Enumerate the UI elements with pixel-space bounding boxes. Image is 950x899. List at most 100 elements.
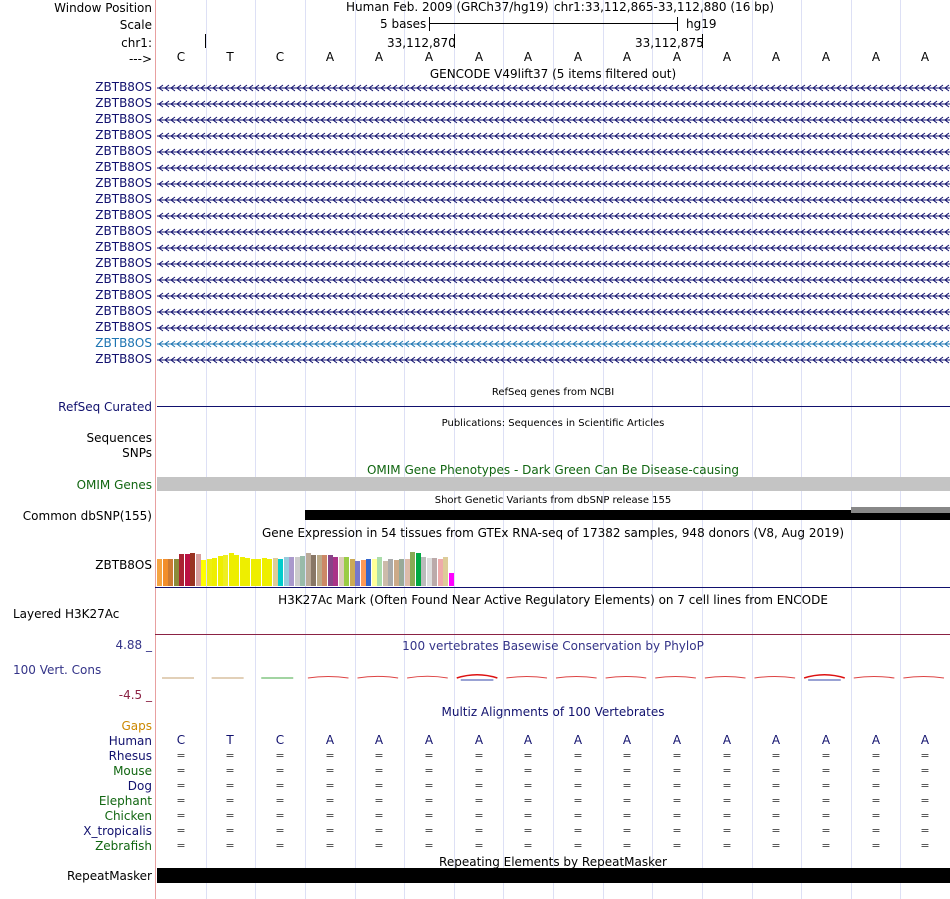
gencode-transcript-line[interactable] xyxy=(157,291,950,301)
repeatmasker-bar[interactable] xyxy=(157,868,950,883)
gencode-transcript-line[interactable] xyxy=(157,243,950,253)
gencode-transcript-line[interactable] xyxy=(157,323,950,333)
gtex-tissue-bar[interactable] xyxy=(234,555,239,586)
gencode-transcript-line[interactable] xyxy=(157,99,950,109)
gtex-tissue-bar[interactable] xyxy=(206,559,212,586)
omim-feature-bar[interactable] xyxy=(157,477,950,491)
gtex-tissue-bar[interactable] xyxy=(333,557,338,586)
gtex-tissue-bar[interactable] xyxy=(448,573,454,586)
gencode-item-label[interactable]: ZBTB8OS xyxy=(95,208,152,222)
gencode-item-label[interactable]: ZBTB8OS xyxy=(95,112,152,126)
publications-label-sequences[interactable]: Sequences xyxy=(86,431,152,445)
gtex-tissue-bar[interactable] xyxy=(283,557,289,586)
refseq-gene-line[interactable] xyxy=(157,406,950,407)
gtex-tissue-bar[interactable] xyxy=(349,559,355,586)
gtex-tissue-bar[interactable] xyxy=(168,559,173,586)
gencode-item-label[interactable]: ZBTB8OS xyxy=(95,80,152,94)
gtex-tissue-bar[interactable] xyxy=(366,559,371,586)
gencode-item-label[interactable]: ZBTB8OS xyxy=(95,272,152,286)
gtex-tissue-bar[interactable] xyxy=(305,553,311,586)
multiz-species-label[interactable]: Chicken xyxy=(104,809,152,823)
gencode-item-label[interactable]: ZBTB8OS xyxy=(95,224,152,238)
gtex-tissue-bar[interactable] xyxy=(239,557,245,586)
multiz-species-label[interactable]: X_tropicalis xyxy=(83,824,152,838)
multiz-track-title[interactable]: Multiz Alignments of 100 Vertebrates xyxy=(441,705,665,719)
gencode-transcript-line[interactable] xyxy=(157,147,950,157)
gtex-label[interactable]: ZBTB8OS xyxy=(95,558,152,572)
gencode-item-label[interactable]: ZBTB8OS xyxy=(95,256,152,270)
gencode-transcript-line[interactable] xyxy=(157,179,950,189)
gtex-tissue-bar[interactable] xyxy=(162,559,168,586)
repeatmasker-track-title[interactable]: Repeating Elements by RepeatMasker xyxy=(439,855,667,869)
gtex-tissue-bar[interactable] xyxy=(355,561,360,586)
gtex-tissue-bar[interactable] xyxy=(415,553,421,586)
gtex-tissue-bar[interactable] xyxy=(223,555,228,586)
gtex-tissue-bar[interactable] xyxy=(327,555,333,586)
h3k27ac-label[interactable]: Layered H3K27Ac xyxy=(13,607,120,621)
gtex-tissue-bar[interactable] xyxy=(371,559,377,586)
phylop-track-title[interactable]: 100 vertebrates Basewise Conservation by… xyxy=(402,639,704,653)
gencode-transcript-line[interactable] xyxy=(157,227,950,237)
gtex-tissue-bar[interactable] xyxy=(316,555,322,586)
gtex-tissue-bar[interactable] xyxy=(184,554,190,586)
refseq-label[interactable]: RefSeq Curated xyxy=(58,400,152,414)
gencode-item-label[interactable]: ZBTB8OS xyxy=(95,128,152,142)
gtex-tissue-bar[interactable] xyxy=(344,557,349,586)
gtex-tissue-bar[interactable] xyxy=(443,557,448,586)
gtex-tissue-bar[interactable] xyxy=(421,557,426,586)
gtex-tissue-bar[interactable] xyxy=(212,558,217,586)
gtex-tissue-bar[interactable] xyxy=(432,558,437,586)
gtex-track-title[interactable]: Gene Expression in 54 tissues from GTEx … xyxy=(261,526,845,540)
gencode-item-label[interactable]: ZBTB8OS xyxy=(95,144,152,158)
gtex-tissue-bar[interactable] xyxy=(173,559,179,586)
gencode-item-label[interactable]: ZBTB8OS xyxy=(95,160,152,174)
gencode-track-title[interactable]: GENCODE V49lift37 (5 items filtered out) xyxy=(429,67,677,81)
omim-track-title[interactable]: OMIM Gene Phenotypes - Dark Green Can Be… xyxy=(366,463,740,477)
gencode-item-label[interactable]: ZBTB8OS xyxy=(95,320,152,334)
gencode-transcript-line[interactable] xyxy=(157,163,950,173)
multiz-species-label[interactable]: Zebrafish xyxy=(95,839,152,853)
gencode-item-label[interactable]: ZBTB8OS xyxy=(95,336,152,350)
gencode-item-label[interactable]: ZBTB8OS xyxy=(95,176,152,190)
gencode-transcript-line[interactable] xyxy=(157,339,950,349)
gencode-transcript-line[interactable] xyxy=(157,131,950,141)
gtex-tissue-bar[interactable] xyxy=(399,559,404,586)
gencode-transcript-line[interactable] xyxy=(157,115,950,125)
gencode-transcript-line[interactable] xyxy=(157,259,950,269)
publications-label-snps[interactable]: SNPs xyxy=(122,446,152,460)
gtex-tissue-bar[interactable] xyxy=(404,559,410,586)
multiz-species-label[interactable]: Elephant xyxy=(98,794,152,808)
gtex-tissue-bar[interactable] xyxy=(256,559,261,586)
gtex-tissue-bar[interactable] xyxy=(338,557,344,586)
gtex-tissue-bar[interactable] xyxy=(267,559,272,586)
gtex-tissue-bar[interactable] xyxy=(261,558,267,586)
gencode-transcript-line[interactable] xyxy=(157,195,950,205)
gtex-tissue-bar[interactable] xyxy=(245,558,250,586)
gtex-tissue-bar[interactable] xyxy=(272,558,278,586)
gtex-tissue-bar[interactable] xyxy=(437,559,443,586)
gtex-tissue-bar[interactable] xyxy=(377,557,382,586)
dbsnp-variant-bar[interactable] xyxy=(305,510,950,520)
gencode-transcript-line[interactable] xyxy=(157,83,950,93)
dbsnp-variant-bar-2[interactable] xyxy=(851,507,950,513)
phylop-label[interactable]: 100 Vert. Cons xyxy=(13,663,102,677)
gtex-tissue-bar[interactable] xyxy=(393,560,399,586)
gencode-item-label[interactable]: ZBTB8OS xyxy=(95,192,152,206)
gencode-item-label[interactable]: ZBTB8OS xyxy=(95,96,152,110)
multiz-human-label[interactable]: Human xyxy=(108,734,152,748)
gencode-transcript-line[interactable] xyxy=(157,355,950,365)
gtex-tissue-bar[interactable] xyxy=(179,554,184,586)
gtex-tissue-bar[interactable] xyxy=(289,557,294,586)
gtex-tissue-bar[interactable] xyxy=(217,556,223,586)
gtex-tissue-bar[interactable] xyxy=(388,559,393,586)
gtex-tissue-bar[interactable] xyxy=(410,552,415,586)
gencode-item-label[interactable]: ZBTB8OS xyxy=(95,288,152,302)
gtex-tissue-bar[interactable] xyxy=(322,555,327,586)
gtex-bar-chart[interactable] xyxy=(157,541,537,586)
gtex-tissue-bar[interactable] xyxy=(300,556,305,586)
multiz-species-label[interactable]: Mouse xyxy=(113,764,152,778)
gtex-tissue-bar[interactable] xyxy=(157,559,162,586)
gencode-item-label[interactable]: ZBTB8OS xyxy=(95,240,152,254)
gtex-tissue-bar[interactable] xyxy=(278,559,283,586)
